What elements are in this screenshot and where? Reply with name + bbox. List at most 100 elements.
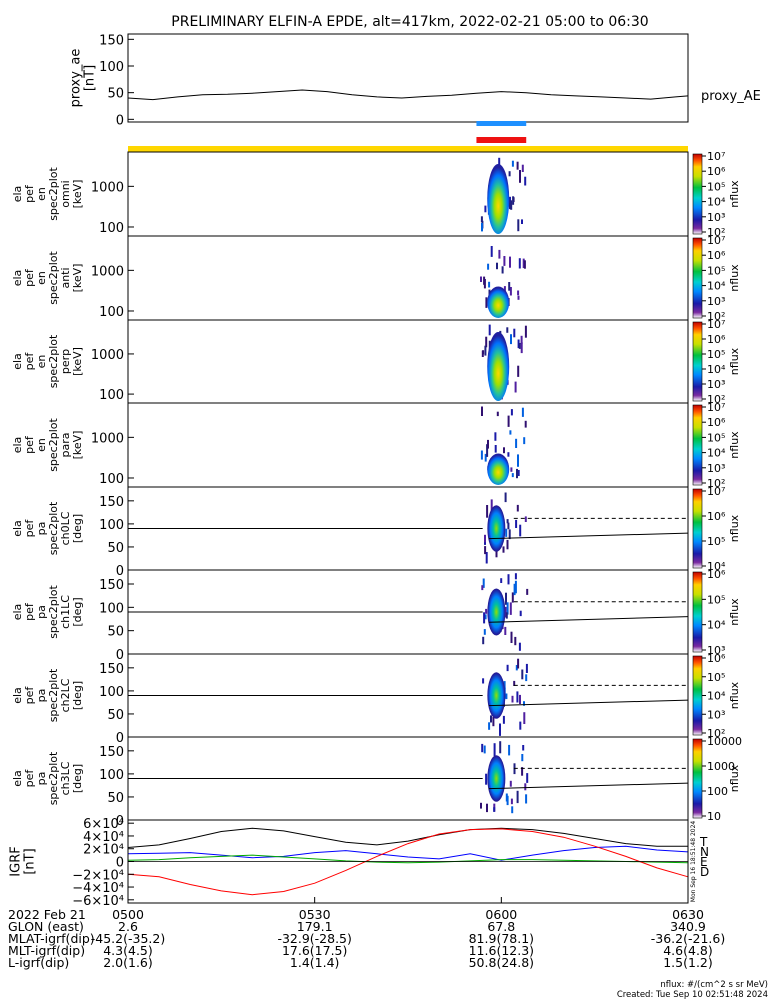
colorbar-tick-label: 10⁶ (707, 333, 726, 346)
pitch-panel-ylabel: ela pef pa spec2plot ch2LC [deg] (11, 668, 84, 722)
loss-cone-line (488, 532, 689, 540)
colorbar (692, 237, 703, 319)
colorbar-tick-label: 10⁷ (707, 234, 725, 247)
colorbar-label-text: nflux (728, 347, 741, 375)
colorbar-tick-label: 10⁴ (707, 447, 726, 460)
pitch-angle-speckle (521, 767, 524, 776)
pitch-angle-speckle (507, 522, 510, 530)
spectrogram-speckle (508, 282, 511, 291)
pitch-tick-label: 100 (99, 518, 124, 533)
side-timestamp-text: Mon Sep 16 18:51:48 2024 (690, 821, 697, 903)
colorbar-label: nflux (728, 514, 741, 542)
igrf-legend-label: N (700, 845, 709, 859)
colorbar-tick-label: 10⁴ (707, 560, 726, 573)
colorbar-tick-label: 10⁵ (707, 348, 725, 361)
colorbar-label-text: nflux (728, 514, 741, 542)
pitch-tick-label: 100 (99, 601, 124, 616)
axis-label-line: ela (11, 437, 24, 454)
pitch-angle-speckle (490, 715, 492, 723)
spectrogram-speckle (494, 445, 497, 453)
pitch-tick-label: 50 (107, 708, 124, 723)
pitch-angle-speckle (521, 669, 524, 680)
spectrogram-speckle (518, 343, 521, 349)
pitch-angle-speckle (484, 614, 487, 620)
spectrogram-speckle (517, 365, 520, 377)
axis-label-line: pa (35, 522, 48, 536)
pitch-panel-ylabel: ela pef pa spec2plot ch3LC [deg] (11, 751, 84, 805)
pitch-tick-label: 150 (99, 495, 124, 510)
info-row-label: GLON (east) (8, 919, 84, 934)
energy-tick-label: 100 (99, 472, 124, 487)
pitch-angle-speckle (490, 499, 493, 512)
spectrogram-speckle (523, 260, 526, 269)
proxy-ae-ylabel: proxy_ae [nT] (69, 49, 98, 108)
side-timestamp: Mon Sep 16 18:51:48 2024 (690, 821, 697, 903)
spectrogram-flux-blob (487, 164, 510, 234)
pitch-angle-speckle (482, 578, 485, 588)
colorbar (692, 488, 703, 569)
spectrogram-speckle (517, 295, 520, 300)
pitch-angle-speckle (522, 745, 525, 751)
pitch-angle-speckle (504, 606, 507, 618)
colorbar-tick-label: 10³ (707, 295, 725, 308)
axis-label-line: [nT] (83, 65, 98, 91)
pitch-angle-speckle (504, 626, 507, 635)
pitch-angle-speckle (514, 573, 517, 580)
axis-label-line: proxy_ae (69, 49, 84, 108)
colorbar (692, 153, 703, 235)
spectrogram-speckle (510, 200, 513, 210)
pitch-tick-label: 150 (99, 745, 124, 760)
pitch-angle-speckle (525, 674, 528, 682)
spectrogram-speckle (510, 409, 513, 416)
spectrogram-speckle (490, 246, 493, 257)
pitch-angle-speckle (510, 798, 513, 805)
energy-panel-frame (127, 319, 689, 404)
spectrogram-speckle (484, 345, 487, 356)
spectrogram-speckle (485, 297, 488, 308)
axis-label-line: spec2plot (47, 334, 60, 388)
energy-tick-label: 100 (99, 305, 124, 320)
spectrogram-speckle (481, 406, 483, 416)
colorbar-tick-label: 10³ (707, 644, 725, 657)
colorbar-tick-label: 10⁷ (707, 401, 725, 414)
info-cell-time: 0630 (672, 907, 704, 922)
igrf-series-line (127, 828, 689, 896)
spectrogram-speckle (484, 205, 487, 213)
spectrogram-speckle (508, 171, 511, 177)
colorbar-tick-label: 10⁴ (707, 280, 726, 293)
pitch-angle-speckle (499, 723, 501, 736)
pitch-angle-speckle (492, 717, 495, 727)
spectrogram-speckle (487, 263, 490, 270)
pitch-angle-flux-blob (487, 505, 506, 552)
spectrogram-speckle (506, 327, 509, 333)
pitch-angle-speckle (518, 642, 521, 651)
spectrogram-speckle (512, 196, 515, 205)
yellow-marker-bar (128, 146, 688, 152)
axis-label-line: ela (11, 353, 24, 370)
pitch-angle-speckle (516, 691, 519, 703)
pitch-tick-label: 50 (107, 541, 124, 556)
energy-panel-frame (127, 235, 689, 321)
energy-panel-ylabel: ela pef en spec2plot anti [keV] (11, 251, 84, 305)
axis-label-line: anti (59, 267, 72, 288)
colorbar-tick-label: 10⁵ (707, 264, 725, 277)
axis-label-line: ela (11, 186, 24, 203)
pitch-angle-speckle (513, 583, 516, 596)
spectrogram-speckle (511, 160, 514, 167)
spectrogram-speckle (517, 219, 520, 232)
colorbar-tick-label: 10⁶ (707, 416, 726, 429)
pitch-angle-speckle (483, 612, 486, 624)
pitch-angle-speckle (523, 712, 526, 724)
colorbar-tick-label: 10⁷ (707, 318, 725, 331)
spectrogram-speckle (503, 256, 506, 266)
igrf-legend-label: D (700, 865, 709, 879)
axis-label-line: ela (11, 770, 24, 787)
pitch-angle-speckle (502, 546, 505, 553)
spectrogram-speckle (487, 439, 489, 449)
pitch-angle-speckle (488, 722, 491, 730)
colorbar (692, 404, 703, 486)
pitch-angle-flux-blob (487, 672, 506, 719)
info-cell-glon: 2.6 (118, 919, 138, 934)
colorbar-tick-label: 10⁴ (707, 363, 726, 376)
spectrogram-flux-blob (487, 286, 510, 318)
